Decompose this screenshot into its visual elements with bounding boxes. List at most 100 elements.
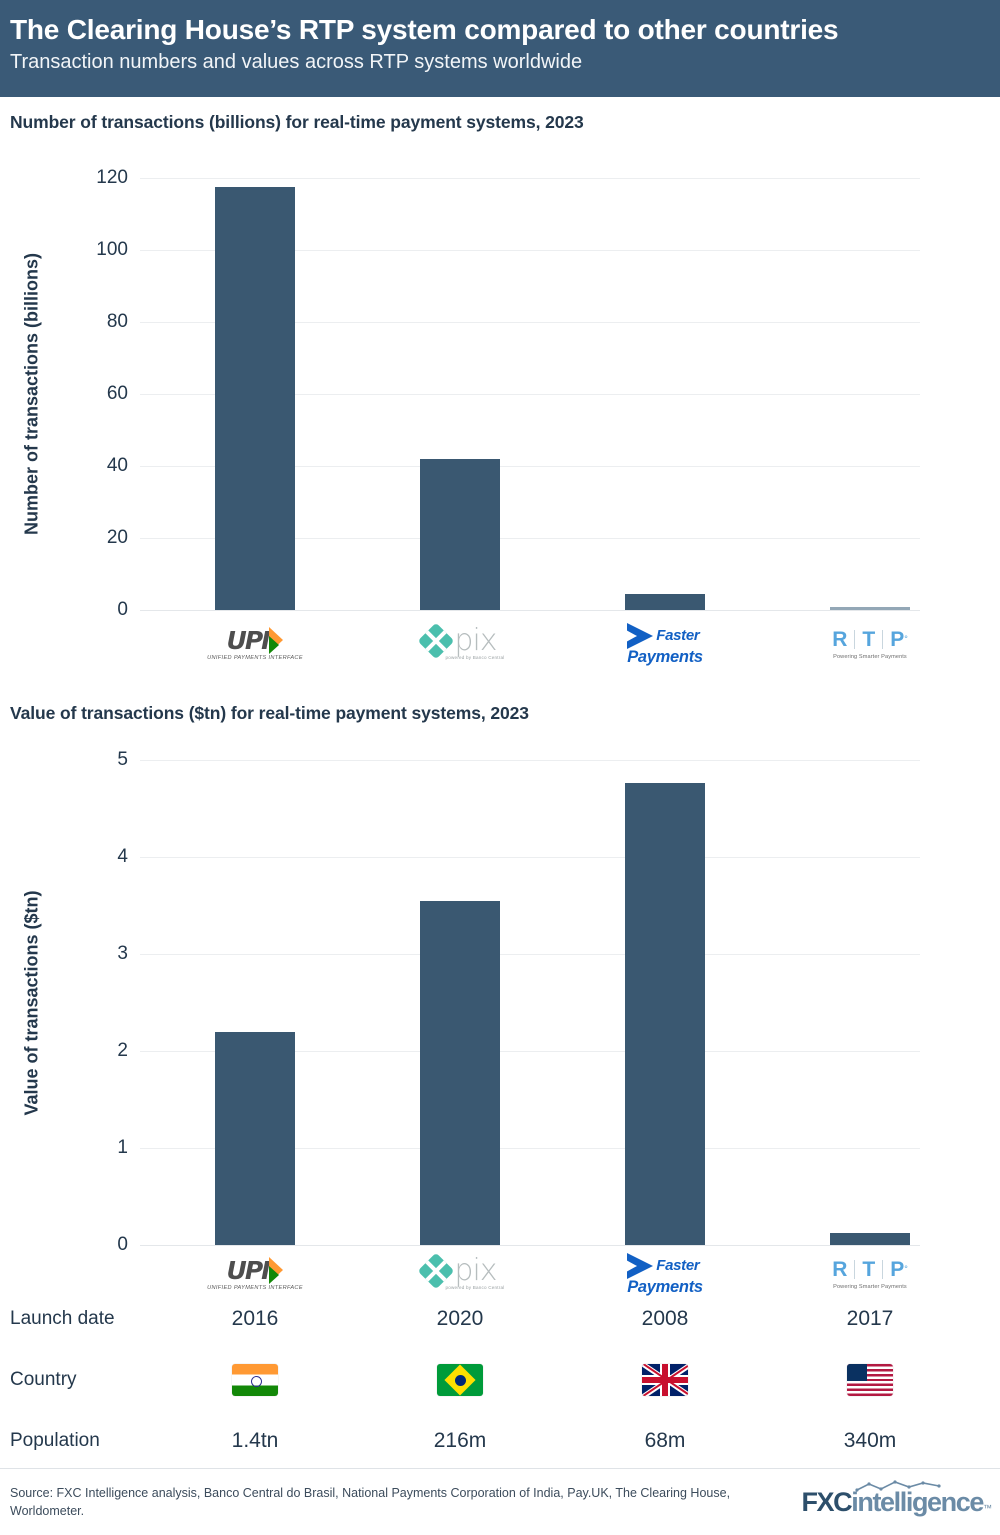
chart-2-title: Value of transactions ($tn) for real-tim…: [10, 703, 529, 723]
table-cell: 2020: [436, 1307, 484, 1330]
gridline: [140, 1245, 920, 1246]
gridline: [140, 610, 920, 611]
bar-faster-payments: [625, 783, 705, 1245]
pix-diamond-icon: [418, 1252, 455, 1290]
line-chart-icon: [855, 1480, 941, 1492]
table-cell: 2008: [641, 1307, 689, 1330]
rtp-letter-p: P: [890, 627, 905, 651]
rtp-letter-r: R: [832, 1257, 848, 1281]
population-row: Population 1.4tn 216m 68m 340m: [0, 1412, 1000, 1470]
arrow-icon: [626, 1252, 654, 1279]
chart-1-title: Number of transactions (billions) for re…: [10, 112, 584, 132]
pix-tagline: powered by Banco Central: [445, 1285, 505, 1290]
upi-tagline: UNIFIED PAYMENTS INTERFACE: [207, 655, 303, 661]
gridline: [140, 250, 920, 251]
pix-wordmark: pix: [454, 623, 497, 658]
x-axis-logo-upi: UPI UNIFIED PAYMENTS INTERFACE: [180, 620, 330, 668]
india-chevron-icon: [269, 627, 284, 654]
y-axis-tick: 40: [106, 455, 128, 476]
pix-logo: pix powered by Banco Central: [416, 1252, 505, 1290]
pix-logo: pix powered by Banco Central: [416, 622, 505, 660]
rtp-letter-p: P: [890, 1257, 905, 1281]
row-label: Country: [10, 1369, 77, 1390]
gridline: [140, 857, 920, 858]
rtp-tagline: Powering Smarter Payments: [833, 1283, 907, 1290]
x-axis-logo-faster-payments: Faster Payments: [590, 1250, 740, 1298]
y-axis-tick: 80: [106, 311, 128, 332]
x-axis-logo-upi: UPI UNIFIED PAYMENTS INTERFACE: [180, 1250, 330, 1298]
bar-upi: [215, 1031, 295, 1245]
gridline: [140, 1148, 920, 1149]
faster-payments-line2: Payments: [627, 1277, 703, 1296]
table-cell: 2017: [846, 1307, 894, 1330]
y-axis-tick: 2: [117, 1040, 128, 1061]
y-axis-tick: 0: [117, 599, 128, 620]
faster-payments-logo: Faster Payments: [626, 622, 703, 666]
gridline: [140, 538, 920, 539]
arrow-icon: [626, 622, 654, 649]
x-axis-logo-pix: pix powered by Banco Central: [385, 1250, 535, 1298]
rtp-letter-t: T: [862, 627, 876, 651]
transactions-value-chart: 0 1 2 3 4 5 Value of transactions ($tn) UPI UN…: [0, 745, 1000, 1305]
bar-faster-payments: [625, 593, 705, 610]
transactions-count-chart: 0 20 40 60 80 100 120 Number of transactions (b…: [0, 160, 1000, 680]
y-axis-tick: 1: [117, 1137, 128, 1158]
row-label: Launch date: [10, 1308, 115, 1329]
bar-rtp: [830, 606, 910, 610]
bar-pix: [420, 900, 500, 1245]
x-axis-logo-rtp: R T P ° Powering Smarter Payments: [795, 620, 945, 668]
table-cell: 1.4tn: [231, 1429, 279, 1452]
flag-cell: [180, 1364, 330, 1396]
y-axis-tick: 5: [117, 749, 128, 770]
country-row: Country: [0, 1351, 1000, 1409]
y-axis-label: Value of transactions ($tn): [21, 889, 42, 1116]
rtp-logo: R T P ° Powering Smarter Payments: [832, 1257, 908, 1290]
upi-tagline: UNIFIED PAYMENTS INTERFACE: [207, 1285, 303, 1291]
upi-wordmark: UPI: [226, 1255, 271, 1285]
fxc-brand-secondary-text: intelligence: [851, 1487, 984, 1517]
page-header: The Clearing House’s RTP system compared…: [0, 0, 1000, 97]
upi-logo: UPI UNIFIED PAYMENTS INTERFACE: [207, 1257, 303, 1291]
flag-cell: [385, 1364, 535, 1396]
upi-logo: UPI UNIFIED PAYMENTS INTERFACE: [207, 627, 303, 661]
x-axis-logo-faster-payments: Faster Payments: [590, 620, 740, 668]
flag-icon-united-states: [847, 1364, 893, 1396]
page-subtitle: Transaction numbers and values across RT…: [10, 51, 583, 73]
launch-date-row: Launch date 2016 2020 2008 2017: [0, 1290, 1000, 1348]
pix-diamond-icon: [418, 622, 455, 660]
faster-payments-line1: Faster: [656, 627, 700, 644]
rtp-logo: R T P ° Powering Smarter Payments: [832, 627, 908, 660]
table-cell: 216m: [433, 1429, 487, 1452]
fxc-intelligence-logo: FXC intelligence ™: [801, 1480, 992, 1518]
flag-cell: [795, 1364, 945, 1396]
trademark-symbol: ™: [983, 1503, 992, 1513]
table-cell: 340m: [843, 1429, 897, 1452]
rtp-letter-t: T: [862, 1257, 876, 1281]
rtp-tagline: Powering Smarter Payments: [833, 653, 907, 660]
gridline: [140, 954, 920, 955]
flag-cell: [590, 1364, 740, 1396]
fxc-brand-secondary: intelligence: [851, 1480, 984, 1518]
footer-divider: [0, 1468, 1000, 1469]
india-chevron-icon: [269, 1257, 284, 1284]
faster-payments-line2: Payments: [627, 647, 703, 666]
gridline: [140, 394, 920, 395]
bar-pix: [420, 458, 500, 610]
y-axis-tick: 4: [117, 846, 128, 867]
y-axis-label: Number of transactions (billions): [21, 252, 42, 536]
table-cell: 2016: [231, 1307, 279, 1330]
y-axis-tick: 3: [117, 943, 128, 964]
bar-upi: [215, 187, 295, 610]
gridline: [140, 466, 920, 467]
y-axis-tick: 20: [106, 527, 128, 548]
gridline: [140, 322, 920, 323]
bar-rtp: [830, 1233, 910, 1245]
upi-wordmark: UPI: [226, 625, 271, 655]
flag-icon-united-kingdom: [642, 1364, 688, 1396]
comparison-table: Launch date 2016 2020 2008 2017 Country Popu…: [0, 1290, 1000, 1465]
pix-wordmark: pix: [454, 1253, 497, 1288]
faster-payments-line1: Faster: [656, 1257, 700, 1274]
row-label: Population: [10, 1430, 100, 1451]
x-axis-logo-rtp: R T P ° Powering Smarter Payments: [795, 1250, 945, 1298]
x-axis-logo-pix: pix powered by Banco Central: [385, 620, 535, 668]
